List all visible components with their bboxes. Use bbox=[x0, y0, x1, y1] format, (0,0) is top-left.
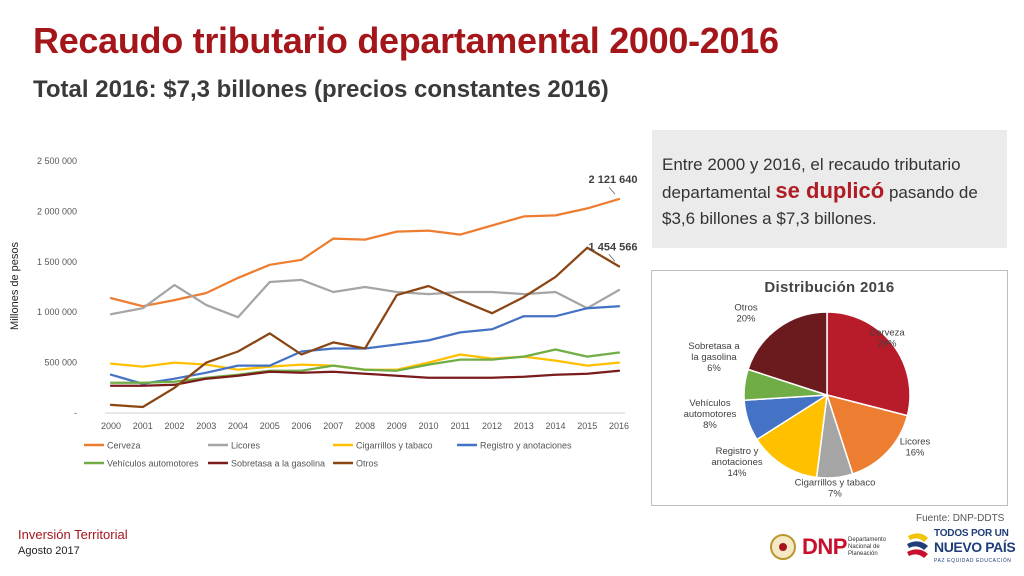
series-line-licores bbox=[109, 278, 621, 319]
government-logo-line3: PAZ EQUIDAD EDUCACIÓN bbox=[934, 558, 1012, 564]
legend-label: Cerveza bbox=[107, 441, 141, 451]
coat-of-arms-icon bbox=[770, 534, 796, 560]
pie-slice-label: Cigarrillos y tabaco 7% bbox=[795, 478, 876, 500]
x-tick-label: 2014 bbox=[545, 421, 565, 431]
pie-slice-label: Otros 20% bbox=[734, 303, 757, 325]
data-label-leader bbox=[608, 254, 616, 262]
page-subtitle: Total 2016: $7,3 billones (precios const… bbox=[33, 76, 609, 103]
pie-slice-licores bbox=[825, 393, 909, 475]
x-tick-label: 2016 bbox=[609, 421, 629, 431]
footer-date: Agosto 2017 bbox=[18, 545, 80, 557]
pie-chart: Cerveza 29% Licores 16% Cigarrillos y tabaco… bbox=[684, 303, 931, 500]
source-note: Fuente: DNP-DDTS bbox=[916, 513, 1005, 524]
dnp-logo-subtitle: Departamento Nacional de Planeación bbox=[848, 537, 887, 557]
pie-slice-cerveza bbox=[826, 311, 911, 417]
legend-label: Registro y anotaciones bbox=[480, 441, 572, 451]
series-line-otros bbox=[109, 246, 621, 409]
y-tick-label: - bbox=[74, 408, 77, 418]
x-tick-label: 2005 bbox=[260, 421, 280, 431]
x-tick-label: 2010 bbox=[418, 421, 438, 431]
series-line-sobretasa-a-la-gasolina bbox=[109, 369, 621, 387]
y-tick-label: 1 500 000 bbox=[37, 257, 77, 267]
x-tick-label: 2009 bbox=[387, 421, 407, 431]
x-tick-label: 2007 bbox=[323, 421, 343, 431]
pie-slice-label: Sobretasa a la gasolina 6% bbox=[688, 341, 740, 374]
government-logo-line1: TODOS POR UN bbox=[934, 528, 1009, 539]
series-line-cerveza bbox=[109, 197, 621, 308]
data-label: 1 454 566 bbox=[589, 241, 638, 253]
x-tick-label: 2000 bbox=[101, 421, 121, 431]
x-tick-label: 2012 bbox=[482, 421, 502, 431]
legend-label: Licores bbox=[231, 441, 261, 451]
pie-slice-label: Vehículos automotores 8% bbox=[684, 398, 737, 431]
x-tick-label: 2008 bbox=[355, 421, 375, 431]
line-chart: - 500 000 1 000 000 1 500 000 2 000 000 2 500… bbox=[37, 156, 638, 469]
pie-slice-label: Cerveza 29% bbox=[869, 328, 905, 350]
x-tick-label: 2013 bbox=[514, 421, 534, 431]
y-tick-label: 2 500 000 bbox=[37, 156, 77, 166]
footer-title: Inversión Territorial bbox=[18, 527, 128, 542]
x-tick-label: 2004 bbox=[228, 421, 248, 431]
x-tick-label: 2015 bbox=[577, 421, 597, 431]
y-tick-label: 500 000 bbox=[44, 358, 77, 368]
pie-slice-label: Registro y anotaciones 14% bbox=[711, 446, 762, 479]
y-tick-label: 1 000 000 bbox=[37, 307, 77, 317]
x-tick-label: 2006 bbox=[291, 421, 311, 431]
pie-slice-label: Licores 16% bbox=[900, 437, 931, 459]
callout-highlight: se duplicó bbox=[775, 178, 885, 203]
legend-label: Cigarrillos y tabaco bbox=[356, 441, 433, 451]
callout-text-before: Entre 2000 y 2016, el recaudo tributario… bbox=[662, 155, 961, 202]
government-logo-line2: NUEVO PAÍS bbox=[934, 539, 1016, 555]
page-title: Recaudo tributario departamental 2000-20… bbox=[33, 20, 779, 61]
series-line-vehiculos-automotores bbox=[109, 348, 621, 384]
data-label-leader bbox=[608, 186, 616, 195]
callout-box: Entre 2000 y 2016, el recaudo tributario… bbox=[652, 130, 1007, 248]
legend-label: Vehículos automotores bbox=[107, 459, 199, 469]
pie-chart-panel: Distribución 2016 Cerveza 29% Licores 16% Ci… bbox=[651, 270, 1008, 506]
series-line-registro-y-anotaciones bbox=[109, 305, 621, 385]
pie-slice-registro-y-anotaciones bbox=[755, 393, 828, 479]
y-tick-label: 2 000 000 bbox=[37, 206, 77, 216]
x-tick-label: 2003 bbox=[196, 421, 216, 431]
x-tick-label: 2011 bbox=[451, 421, 470, 431]
dnp-logo-text: DNP bbox=[802, 534, 847, 559]
x-tick-label: 2002 bbox=[164, 421, 184, 431]
series-line-cigarrillos-y-tabaco bbox=[109, 353, 621, 371]
government-logo: TODOS POR UN NUEVO PAÍS PAZ EQUIDAD EDUC… bbox=[904, 522, 1016, 572]
colombia-flag-icon bbox=[907, 533, 928, 558]
x-tick-label: 2001 bbox=[133, 421, 153, 431]
pie-chart-title: Distribución 2016 bbox=[764, 279, 895, 296]
dnp-logo: DNP Departamento Nacional de Planeación bbox=[770, 530, 887, 566]
callout-text-after: pasando de $3,6 billones a $7,3 billones… bbox=[662, 183, 978, 228]
data-label: 2 121 640 bbox=[589, 174, 638, 186]
pie-slice-otros bbox=[747, 311, 828, 397]
legend-label: Sobretasa a la gasolina bbox=[231, 459, 325, 469]
legend-label: Otros bbox=[356, 459, 379, 469]
